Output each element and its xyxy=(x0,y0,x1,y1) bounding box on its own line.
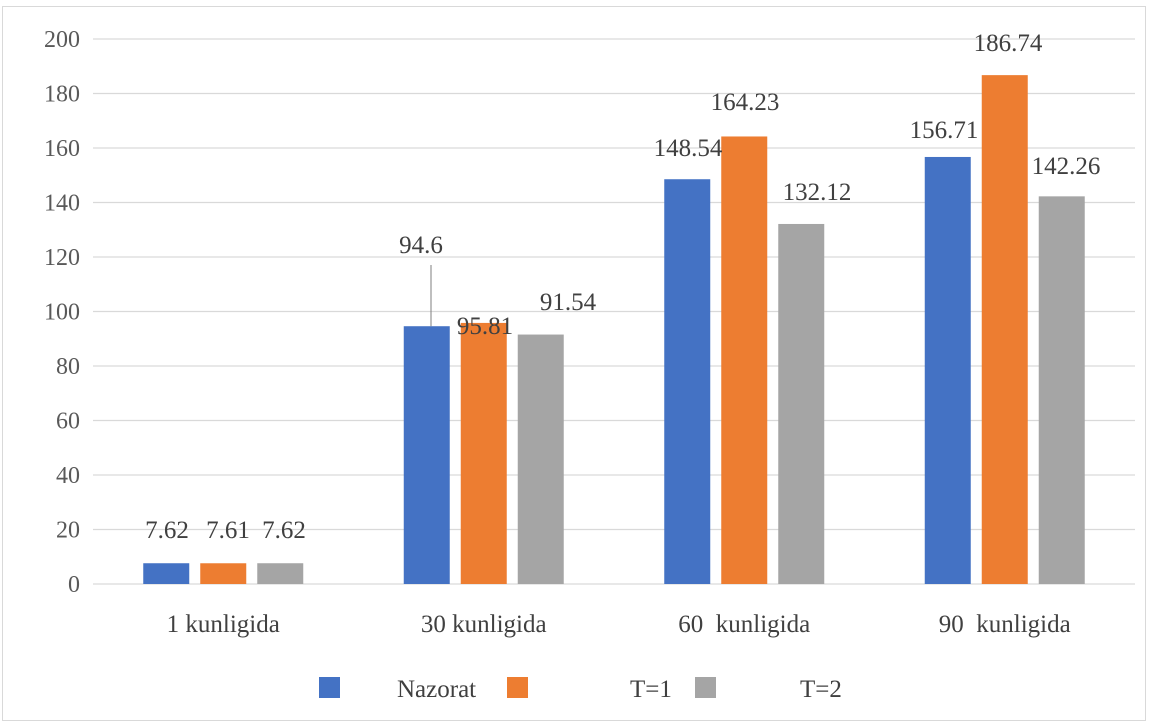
y-tick-label: 180 xyxy=(44,82,80,108)
legend-swatch xyxy=(507,677,528,698)
bar-t-2-2 xyxy=(778,223,825,584)
data-label: 142.26 xyxy=(1032,153,1101,180)
data-labels: 7.62 7.61 7.62 94.6 95.81 91.54 148.54 164.23 13… xyxy=(145,30,1100,544)
gridlines xyxy=(93,38,1135,585)
bar-t-1-3 xyxy=(981,75,1028,585)
x-category-label: 30 kunligida xyxy=(421,611,547,638)
data-label: 91.54 xyxy=(540,289,597,316)
y-tick-label: 40 xyxy=(56,463,80,489)
bar-nazorat-0 xyxy=(143,563,190,584)
legend-label: T=1 xyxy=(630,676,672,703)
legend-label: T=2 xyxy=(800,676,842,703)
bar-nazorat-1 xyxy=(403,326,450,584)
x-category-label: 60 kunligida xyxy=(678,611,810,638)
data-label: 156.71 xyxy=(910,117,979,144)
data-label: 7.61 xyxy=(206,517,250,544)
x-category-label: 1 kunligida xyxy=(167,611,280,638)
bar-t-2-3 xyxy=(1038,196,1085,585)
x-category-label: 90 kunligida xyxy=(939,611,1071,638)
y-tick-label: 140 xyxy=(44,191,80,217)
x-axis-categories: 1 kunligida 30 kunligida 60 kunligida 90 ku… xyxy=(167,611,1071,638)
bar-t-1-0 xyxy=(200,563,247,584)
y-tick-label: 160 xyxy=(44,136,80,162)
data-label: 95.81 xyxy=(457,313,513,340)
bar-nazorat-2 xyxy=(664,179,711,584)
y-tick-label: 80 xyxy=(56,354,80,380)
data-label: 132.12 xyxy=(783,179,852,206)
y-tick-label: 200 xyxy=(44,27,80,53)
legend-swatch xyxy=(319,677,340,698)
legend-swatch xyxy=(695,677,716,698)
bars xyxy=(143,75,1085,585)
data-label: 94.6 xyxy=(399,232,443,259)
bar-t-1-1 xyxy=(460,322,507,584)
legend-label: Nazorat xyxy=(397,676,476,703)
y-tick-label: 120 xyxy=(44,245,80,271)
legend: Nazorat T=1 T=2 xyxy=(319,676,842,703)
y-tick-label: 60 xyxy=(56,409,80,435)
data-label: 186.74 xyxy=(974,30,1043,57)
y-tick-label: 0 xyxy=(68,572,80,598)
data-label: 148.54 xyxy=(654,135,723,162)
bar-nazorat-3 xyxy=(924,156,971,584)
y-axis-ticks: 0 20 40 60 80 100 120 140 160 180 200 xyxy=(44,27,80,598)
data-label: 7.62 xyxy=(145,517,189,544)
bar-t-1-2 xyxy=(721,136,768,584)
bar-t-2-1 xyxy=(517,334,564,584)
data-label: 164.23 xyxy=(711,89,780,116)
y-tick-label: 20 xyxy=(56,518,80,544)
bar-t-2-0 xyxy=(257,563,304,584)
data-label: 7.62 xyxy=(262,517,306,544)
y-tick-label: 100 xyxy=(44,300,80,326)
